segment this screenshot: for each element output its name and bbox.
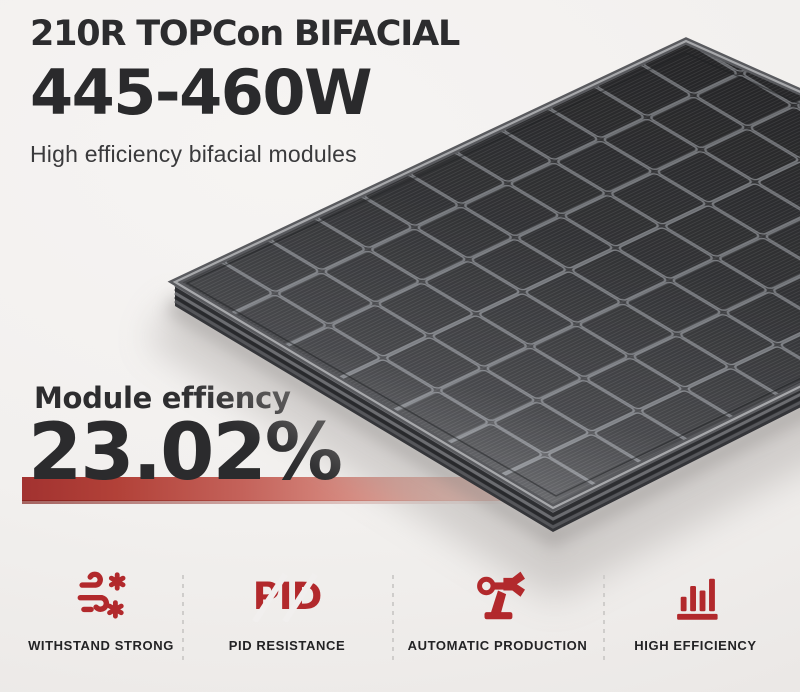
wind-icon	[77, 571, 126, 619]
tagline: High efficiency bifacial modules	[30, 141, 357, 168]
feature-label: HIGH EFFICIENCY	[634, 638, 757, 653]
bar-chart-icon	[676, 578, 718, 620]
header-block: 210R TOPCon BIFACIAL 445-460W High effic…	[30, 14, 460, 168]
pid-icon: PID	[252, 572, 322, 622]
feature-divider	[392, 575, 394, 661]
feature-divider	[603, 575, 605, 661]
feature-pid-resistance: PID PID RESISTANCE	[182, 556, 392, 666]
feature-label: WITHSTAND STRONG	[28, 638, 174, 653]
feature-automatic-production: AUTOMATIC PRODUCTION	[392, 556, 603, 666]
feature-withstand-strong: WITHSTAND STRONG	[20, 556, 182, 666]
feature-label: AUTOMATIC PRODUCTION	[407, 638, 588, 653]
feature-high-efficiency: HIGH EFFICIENCY	[603, 556, 788, 666]
robot-arm-icon	[476, 571, 525, 620]
power-range: 445-460W	[30, 56, 372, 130]
feature-divider	[182, 575, 184, 661]
product-series-title: 210R TOPCon BIFACIAL	[30, 14, 460, 54]
feature-label: PID RESISTANCE	[228, 638, 346, 653]
feature-row: WITHSTAND STRONG PID PID RESISTANCE AUTO…	[0, 556, 800, 676]
module-efficiency-value: 23.02%	[28, 408, 343, 498]
